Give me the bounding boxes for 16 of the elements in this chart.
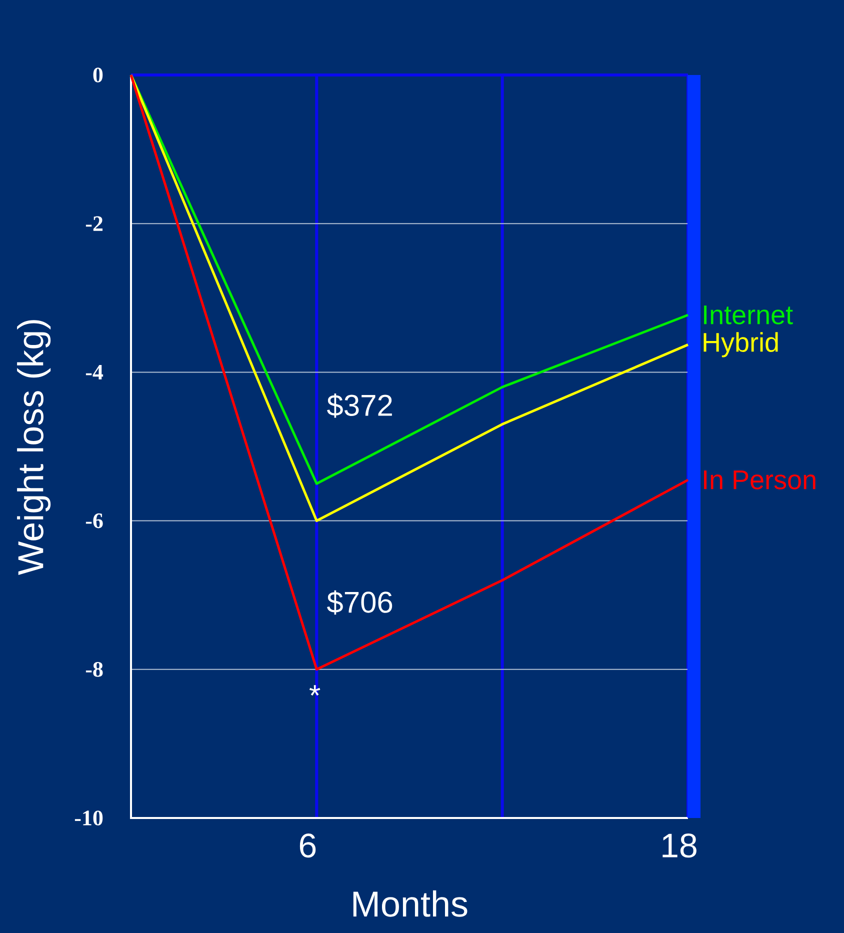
x-tick-label: 6 bbox=[300, 834, 316, 858]
annotation: $372 bbox=[327, 393, 392, 418]
series-label: Internet bbox=[704, 306, 793, 324]
y-tick-label: -6 bbox=[86, 513, 103, 528]
y-tick-label: 0 bbox=[93, 68, 103, 82]
x-tick-label: 18 bbox=[662, 834, 696, 858]
x-axis-title: Months bbox=[353, 890, 468, 917]
annotation: $706 bbox=[327, 590, 392, 615]
series-label: Hybrid bbox=[704, 332, 778, 358]
y-tick-label: -8 bbox=[86, 662, 103, 677]
y-axis-title: Weight loss (kg) bbox=[17, 320, 51, 576]
y-tick-label: -2 bbox=[86, 216, 103, 231]
y-tick-label: -10 bbox=[74, 810, 103, 826]
annotation: * bbox=[309, 685, 320, 696]
series-label: In Person bbox=[704, 470, 816, 490]
y-tick-label: -4 bbox=[86, 364, 104, 380]
